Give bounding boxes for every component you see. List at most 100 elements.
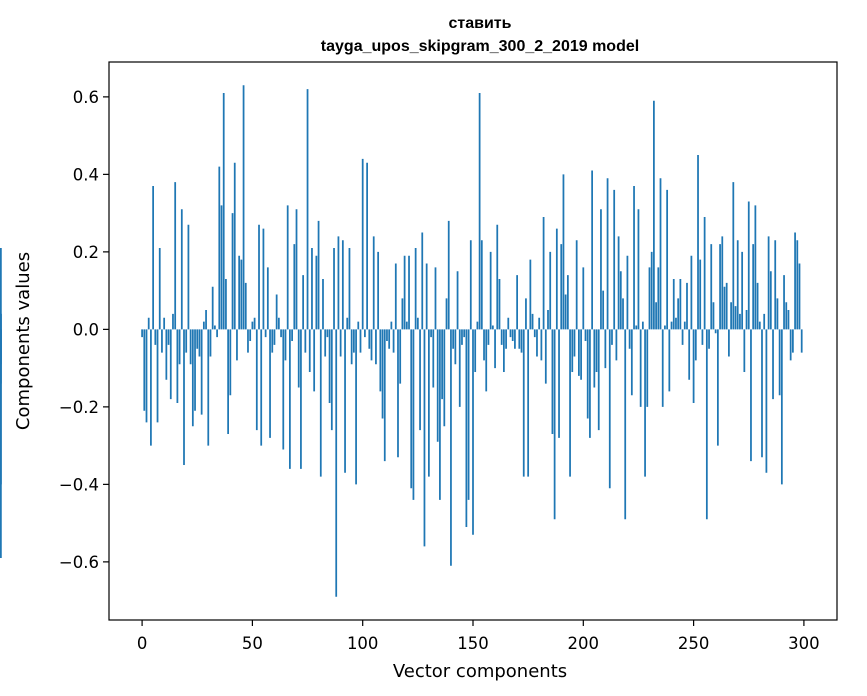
bar [653,100,655,330]
y-tick-label: −0.6 [59,553,99,572]
bar [370,329,373,361]
y-tick-label: 0.2 [73,243,99,262]
bar [302,275,305,330]
bar [147,317,150,330]
bar [714,329,717,334]
bar [681,329,684,345]
x-tick-label: 300 [788,634,820,653]
bar [361,158,364,330]
bar [754,205,757,330]
bar [154,329,157,345]
bar [582,267,585,330]
bar [734,306,737,330]
bar [516,275,518,330]
bar [463,329,466,338]
bar [293,244,296,330]
bar [423,329,426,547]
bar [328,329,331,403]
bar [233,162,236,330]
bar [780,329,783,485]
x-tick-label: 0 [137,634,148,653]
bar [229,329,232,396]
bar [794,232,796,330]
bar [359,329,362,353]
bar [225,279,227,330]
bar [697,155,699,330]
bar [483,329,485,361]
bar [575,240,578,330]
bar [573,329,576,357]
bars-group [0,85,803,597]
bar [719,244,721,330]
chart-title: ставить [449,15,512,32]
bar [761,329,763,458]
bar [273,329,276,345]
y-tick-label: 0.6 [73,88,99,107]
bar [511,329,514,342]
bar [304,329,307,353]
bar [657,267,660,330]
bar [306,89,309,330]
bar [589,329,591,438]
bar [284,329,287,361]
bar [498,279,501,330]
bar [792,329,794,353]
bar [743,329,746,373]
bar [0,329,2,559]
bar [694,329,697,361]
bar [659,178,662,330]
bar [503,329,505,373]
bar [655,302,657,330]
y-tick-label: −0.2 [59,398,99,417]
bar [613,189,616,330]
bar [569,329,571,477]
bar [355,329,357,485]
bar [236,329,238,361]
bar [337,236,340,330]
bar [783,275,785,330]
bar [679,279,682,330]
bar [586,329,589,419]
bar [414,248,417,330]
bar [615,329,618,361]
bar [289,329,291,469]
bar [271,329,274,353]
bar [600,209,602,330]
bar [540,329,543,361]
bar [732,182,735,330]
bar [220,205,223,330]
bar [191,329,194,427]
bar [789,329,792,361]
bar [381,329,384,419]
bar [214,325,216,330]
bar [421,232,424,330]
bar [769,271,772,330]
bar [145,329,148,423]
bar [180,209,183,330]
bar [491,325,494,330]
bar [604,329,607,369]
bar [150,329,152,446]
bar [476,321,479,330]
bar [752,244,755,330]
bar [710,244,713,330]
x-axis-label: Vector components [393,661,567,682]
bar [352,329,355,353]
bar [778,329,781,396]
bar [472,329,474,535]
bar [344,329,346,473]
bar [291,329,293,342]
bar [619,271,622,330]
bar [319,329,322,477]
bar [487,329,490,345]
bar [194,329,196,411]
bar [350,329,353,365]
bar [531,313,534,330]
bar [509,329,512,338]
bar [741,251,744,330]
bar [597,329,600,431]
bar [705,329,708,520]
bar [756,282,759,330]
bar [527,329,530,477]
bar [578,329,580,376]
